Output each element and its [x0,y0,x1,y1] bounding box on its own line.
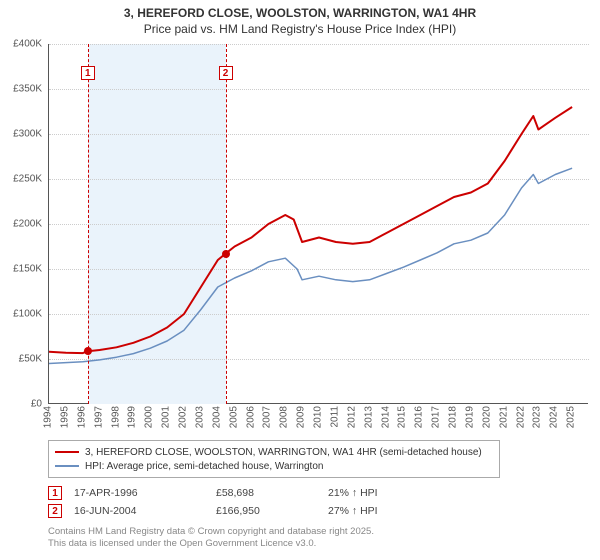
x-axis-label: 1999 [127,406,138,428]
x-axis-label: 2001 [161,406,172,428]
sale-price-2: £166,950 [216,505,316,517]
legend-label-hpi: HPI: Average price, semi-detached house,… [85,461,323,472]
sale-pct-2: 27% ↑ HPI [328,505,448,517]
sale-marker-box: 1 [81,66,95,80]
x-axis-label: 1994 [43,406,54,428]
title-line-1: 3, HEREFORD CLOSE, WOOLSTON, WARRINGTON,… [0,6,600,20]
sale-row-1: 1 17-APR-1996 £58,698 21% ↑ HPI [48,484,548,502]
y-axis-label: £300K [0,129,42,140]
y-axis-label: £350K [0,84,42,95]
x-axis-label: 2007 [262,406,273,428]
legend-swatch-hpi [55,465,79,467]
sale-marker-2: 2 [48,504,62,518]
y-axis-label: £0 [0,399,42,410]
attribution-line-1: Contains HM Land Registry data © Crown c… [48,526,588,538]
x-axis-label: 1996 [76,406,87,428]
plot-region: 12 [48,44,588,404]
legend-item-property: 3, HEREFORD CLOSE, WOOLSTON, WARRINGTON,… [55,445,493,459]
x-axis-label: 2008 [279,406,290,428]
chart-area: 12 £0£50K£100K£150K£200K£250K£300K£350K£… [48,44,588,424]
x-axis-label: 2014 [380,406,391,428]
sales-table: 1 17-APR-1996 £58,698 21% ↑ HPI 2 16-JUN… [48,484,548,520]
chart-titles: 3, HEREFORD CLOSE, WOOLSTON, WARRINGTON,… [0,0,600,36]
x-axis-label: 2023 [532,406,543,428]
x-axis-label: 2004 [211,406,222,428]
x-axis-label: 2009 [296,406,307,428]
y-axis-label: £50K [0,354,42,365]
y-axis-label: £250K [0,174,42,185]
title-line-2: Price paid vs. HM Land Registry's House … [0,22,600,36]
x-axis-label: 2011 [329,406,340,428]
chart-container: 3, HEREFORD CLOSE, WOOLSTON, WARRINGTON,… [0,0,600,560]
attribution: Contains HM Land Registry data © Crown c… [48,526,588,550]
x-axis-label: 2002 [178,406,189,428]
sale-row-2: 2 16-JUN-2004 £166,950 27% ↑ HPI [48,502,548,520]
x-axis-label: 1995 [59,406,70,428]
x-axis-label: 2016 [414,406,425,428]
x-axis-label: 2000 [144,406,155,428]
sale-marker-1: 1 [48,486,62,500]
x-axis-label: 2018 [448,406,459,428]
sale-marker-dot [84,347,92,355]
legend: 3, HEREFORD CLOSE, WOOLSTON, WARRINGTON,… [48,440,500,478]
x-axis-label: 2012 [346,406,357,428]
x-axis-label: 2005 [228,406,239,428]
x-axis-label: 2024 [549,406,560,428]
x-axis-label: 1997 [93,406,104,428]
legend-label-property: 3, HEREFORD CLOSE, WOOLSTON, WARRINGTON,… [85,447,482,458]
sale-marker-dot [222,250,230,258]
x-axis-label: 2010 [313,406,324,428]
sale-date-1: 17-APR-1996 [74,487,204,499]
x-axis-label: 2006 [245,406,256,428]
sale-date-2: 16-JUN-2004 [74,505,204,517]
y-axis-label: £100K [0,309,42,320]
x-axis-label: 2020 [481,406,492,428]
attribution-line-2: This data is licensed under the Open Gov… [48,538,588,550]
x-axis-label: 2025 [566,406,577,428]
y-axis-label: £150K [0,264,42,275]
legend-swatch-property [55,451,79,453]
x-axis-label: 2021 [498,406,509,428]
x-axis-label: 2015 [397,406,408,428]
series-property [49,107,572,353]
line-layer [49,44,589,404]
x-axis-label: 2017 [431,406,442,428]
sale-pct-1: 21% ↑ HPI [328,487,448,499]
legend-item-hpi: HPI: Average price, semi-detached house,… [55,459,493,473]
y-axis-label: £400K [0,39,42,50]
series-hpi [49,168,572,363]
sale-marker-box: 2 [219,66,233,80]
y-axis-label: £200K [0,219,42,230]
sale-price-1: £58,698 [216,487,316,499]
x-axis-label: 2013 [363,406,374,428]
x-axis-label: 2003 [194,406,205,428]
x-axis-label: 2022 [515,406,526,428]
sale-marker-line [226,44,227,404]
x-axis-label: 1998 [110,406,121,428]
x-axis-label: 2019 [464,406,475,428]
